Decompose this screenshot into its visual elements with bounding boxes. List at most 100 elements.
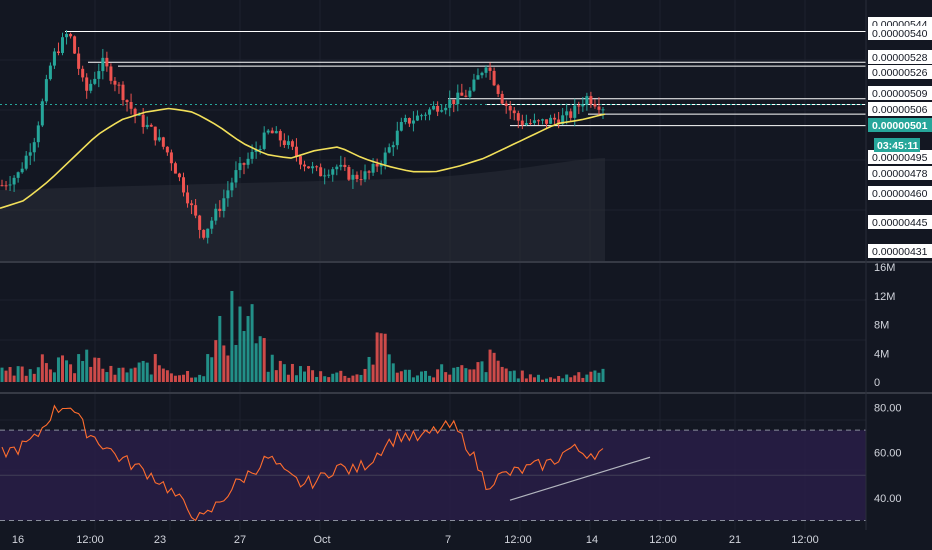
price-level-tag[interactable] — [868, 166, 932, 180]
rsi-line — [1, 404, 604, 522]
volume-bar — [480, 361, 484, 382]
volume-bar — [387, 354, 391, 382]
price-level-tag[interactable] — [868, 65, 932, 79]
volume-bar — [331, 373, 335, 382]
time-axis-label: 27 — [234, 534, 246, 546]
volume-bar — [428, 375, 432, 382]
price-axis-label: 0.00000509 — [872, 88, 928, 100]
volume-bar — [246, 316, 250, 382]
candle-body — [448, 99, 452, 108]
candle-body — [73, 36, 77, 54]
candle-body — [113, 80, 117, 85]
candle-body — [428, 109, 432, 115]
candle-body — [16, 172, 20, 178]
candle-body — [311, 166, 315, 169]
volume-bar — [105, 372, 109, 382]
volume-bar — [52, 372, 56, 382]
volume-bar — [536, 374, 540, 382]
volume-profile-area — [0, 158, 605, 262]
volume-bar — [230, 291, 234, 382]
candle-body — [512, 110, 516, 114]
candle-body — [327, 174, 331, 176]
candle-body — [198, 215, 202, 230]
volume-bar — [399, 371, 403, 382]
volume-bar — [125, 372, 129, 382]
volume-bar — [444, 372, 448, 382]
candle-body — [8, 184, 12, 186]
volume-bar — [403, 369, 407, 382]
price-axis-label: 0.00000506 — [872, 104, 928, 116]
horizontal-levels[interactable] — [0, 31, 866, 127]
price-level-tag[interactable] — [868, 50, 932, 64]
candle-body — [488, 67, 492, 71]
candle-body — [165, 146, 169, 153]
volume-bar — [137, 362, 141, 382]
volume-bar — [557, 376, 561, 382]
price-level-tag[interactable] — [868, 150, 932, 164]
volume-axis[interactable]: 16M 12M 8M 4M 0 — [874, 262, 895, 389]
candle-body — [153, 126, 157, 141]
candle-body — [298, 156, 302, 165]
volume-bar — [440, 364, 444, 382]
volume-bar — [419, 371, 423, 382]
volume-bar — [528, 374, 532, 382]
candle-body — [149, 124, 153, 127]
candle-body — [476, 75, 480, 80]
candle-body — [540, 119, 544, 121]
candle-body — [351, 174, 355, 180]
trendline[interactable] — [509, 456, 651, 501]
volume-bar — [242, 331, 246, 382]
volume-axis-label: 16M — [874, 262, 895, 274]
candle-body — [520, 120, 524, 125]
candle-body — [331, 169, 335, 175]
price-level-tag[interactable] — [868, 244, 932, 258]
candle-body — [266, 130, 270, 133]
volume-bar — [218, 315, 222, 382]
rsi-axis-label: 40.00 — [874, 493, 902, 505]
candle-body — [101, 57, 105, 72]
candle-body — [28, 152, 32, 156]
panel-separators[interactable] — [0, 0, 932, 530]
price-axis-label: 0.00000478 — [872, 168, 928, 180]
candle-body — [290, 141, 294, 147]
volume-bar — [500, 366, 504, 382]
rsi-trendline[interactable] — [509, 456, 651, 501]
volume-bar — [464, 368, 468, 382]
candle-body — [250, 151, 254, 159]
volume-bar — [589, 371, 593, 382]
candle-body — [133, 108, 137, 116]
candle-body — [234, 170, 238, 183]
volume-bar — [411, 377, 415, 382]
price-level-tag[interactable] — [868, 215, 932, 229]
countdown-label: 03:45:11 — [877, 140, 919, 152]
volume-bar — [339, 370, 343, 382]
last-price-tag[interactable] — [868, 118, 932, 132]
candle-body — [524, 123, 528, 125]
volume-bar — [278, 360, 282, 382]
price-level-tag[interactable] — [868, 186, 932, 200]
candle-body — [32, 142, 36, 153]
price-level-tag[interactable] — [868, 86, 932, 100]
candle-body — [105, 57, 109, 67]
volume-bar — [266, 371, 270, 382]
rsi-axis[interactable]: 80.00 60.00 40.00 — [874, 403, 902, 505]
candle-body — [424, 114, 428, 116]
volume-bar — [294, 375, 298, 382]
candle-body — [61, 37, 65, 53]
time-axis[interactable]: 16 12:00 23 27 Oct 7 12:00 14 12:00 21 12:00 — [12, 534, 819, 546]
candle-body — [65, 33, 69, 38]
candle-body — [504, 103, 508, 106]
candle-body — [545, 119, 549, 124]
candle-body — [339, 164, 343, 167]
candle-body — [121, 84, 125, 101]
candle-body — [516, 113, 520, 121]
candle-body — [157, 137, 161, 141]
candle-body — [282, 140, 286, 145]
price-level-tag[interactable] — [868, 26, 932, 40]
countdown-tag[interactable] — [874, 138, 920, 152]
volume-bar — [524, 378, 528, 382]
candle-body — [335, 166, 339, 170]
price-axis[interactable]: 0.000005440.000005400.000005280.00000526… — [868, 17, 932, 258]
price-level-tag[interactable] — [868, 102, 932, 116]
